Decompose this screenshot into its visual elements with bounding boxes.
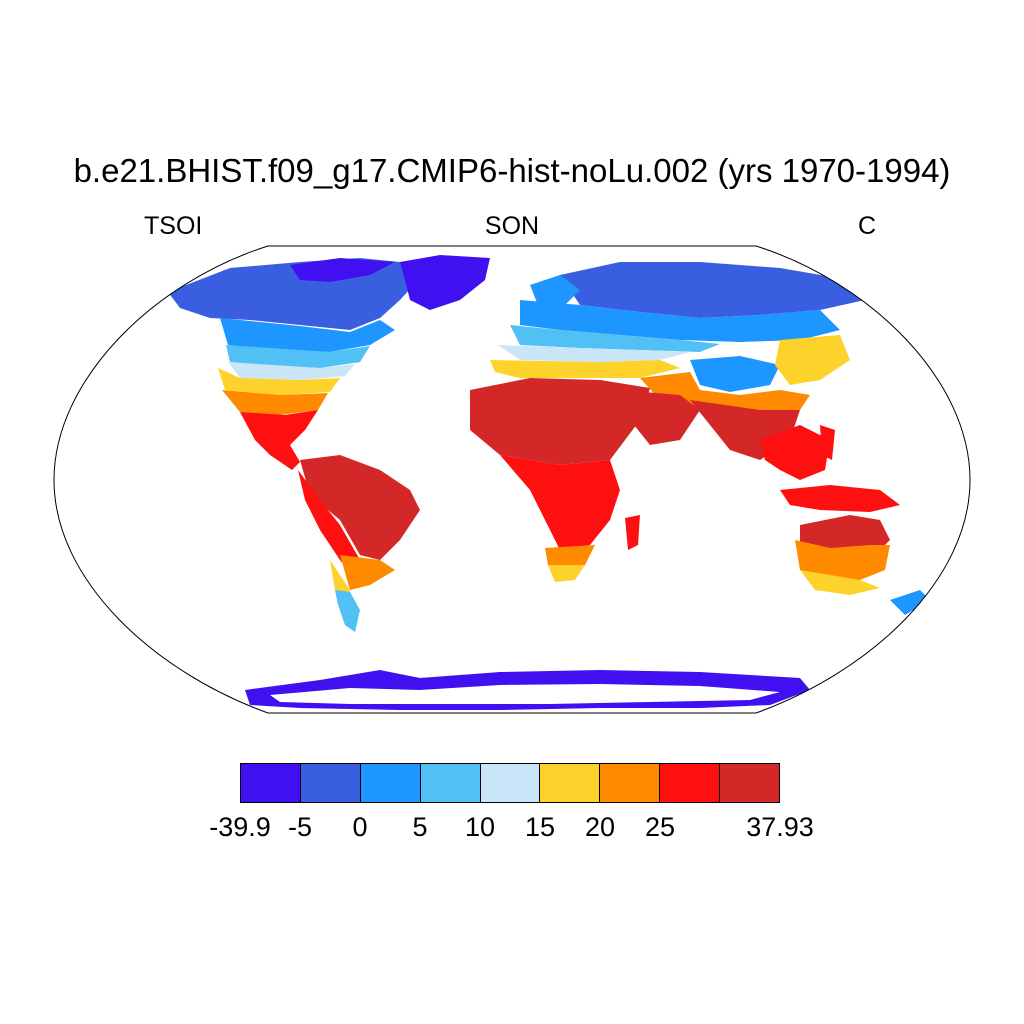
colorbar-tick-label: 25 [644,812,676,842]
philippines [820,425,835,460]
colorbar-tick-label: 5 [412,812,428,842]
north-america-light [228,362,355,380]
colorbar-tick-label: 20 [584,812,616,842]
colorbar-tick-label: -39.9 [209,812,271,842]
indonesia [780,485,900,512]
colorbar-swatch [720,764,780,802]
units-label: C [858,212,877,240]
colorbar-swatch [360,764,421,802]
south-america-orange [340,555,395,590]
colorbar [240,763,780,803]
colorbar-tick-label: 15 [524,812,556,842]
africa-red [500,455,620,550]
south-america-cool [335,590,360,632]
europe-yellow [490,360,680,378]
antarctica-inner [270,684,780,704]
new-zealand [890,590,930,615]
south-america-hot [300,455,420,560]
central-america [240,410,318,470]
colorbar-tick-label: -5 [287,812,313,842]
east-asia-yellow [775,335,850,385]
colorbar-tick-label: 37.93 [746,812,814,842]
arabia-hot [620,390,700,445]
variable-label: TSOI [144,212,203,240]
north-america-yellow [218,368,340,395]
eurasia-light [498,345,690,362]
africa-south-yellow [548,565,585,582]
season-label: SON [484,212,540,240]
colorbar-swatch [540,764,601,802]
eurasia-cold [560,262,865,318]
tibet-cool [690,356,780,392]
australia-yellow [800,570,880,595]
globe-outline [53,245,971,714]
canadian-archipelago [290,258,395,282]
colorbar-swatch [300,764,361,802]
colorbar-swatch [660,764,721,802]
north-america-mild [226,345,370,368]
land-temperature-field [168,255,930,710]
colorbar-swatch [420,764,481,802]
madagascar [625,515,640,550]
australia-orange [795,540,890,580]
colorbar-tick-label: 10 [464,812,496,842]
colorbar-swatch [600,764,661,802]
greenland [400,255,490,310]
colorbar-swatch [241,764,301,802]
north-america-cool [220,318,395,352]
eurasia-mild [510,325,720,352]
sahara-hot [470,378,650,465]
colorbar-swatch [480,764,541,802]
southeast-asia [760,425,830,480]
south-america-red [298,470,360,580]
eurasia-cool [520,300,840,342]
figure-title: b.e21.BHIST.f09_g17.CMIP6-hist-noLu.002 … [73,152,951,189]
north-america-orange [222,390,328,415]
scandinavia [530,275,580,310]
colorbar-tick-label: 0 [352,812,368,842]
